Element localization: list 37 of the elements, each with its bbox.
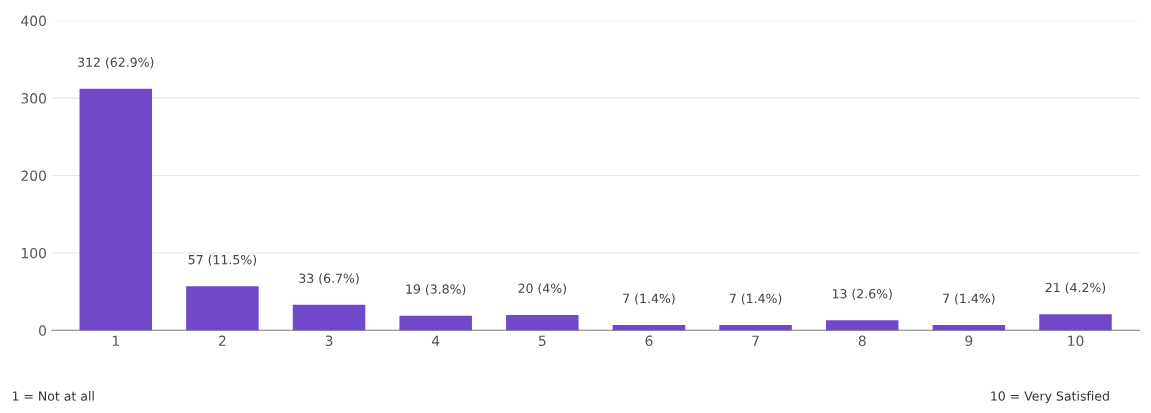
y-tick-label: 0	[39, 325, 47, 336]
x-tick-label: 1	[112, 335, 119, 346]
x-tick-label: 3	[325, 335, 333, 347]
x-tick-label: 7	[752, 335, 759, 346]
bar	[186, 286, 259, 331]
x-tick-label: 9	[965, 335, 973, 347]
data-label: 312 (62.9%)	[78, 57, 154, 69]
bar	[79, 88, 153, 331]
x-tick-label: 8	[858, 335, 866, 347]
data-label: 19 (3.8%)	[406, 284, 466, 296]
data-label: 21 (4.2%)	[1045, 282, 1106, 294]
data-label: 20 (4%)	[518, 283, 566, 295]
text: 10 = Very Satisfied	[991, 391, 1109, 404]
y-tick-label: 300	[21, 93, 47, 104]
x-tick-label: 2	[219, 335, 226, 346]
bar	[399, 315, 472, 331]
x-tick-label: 10	[1068, 335, 1084, 347]
data-label: 7 (1.4%)	[623, 293, 675, 305]
data-label: 13 (2.6%)	[832, 288, 892, 300]
x-tick-label: 4	[431, 335, 440, 346]
bar	[292, 304, 366, 331]
bar	[719, 324, 792, 331]
y-tick-label: 200	[21, 170, 47, 181]
bar	[506, 314, 579, 331]
bar	[1039, 314, 1112, 331]
data-label: 33 (6.7%)	[299, 273, 359, 285]
bar	[825, 320, 899, 331]
data-label: 7 (1.4%)	[729, 293, 782, 305]
data-label: 7 (1.4%)	[943, 293, 995, 305]
data-label: 57 (11.5%)	[188, 254, 257, 266]
bar	[612, 324, 686, 331]
x-tick-label: 6	[645, 335, 653, 347]
y-tick-label: 400	[21, 15, 47, 27]
x-tick-label: 5	[538, 335, 546, 347]
y-tick-label: 100	[21, 247, 47, 259]
bar	[932, 324, 1006, 331]
text: 1 = Not at all	[12, 391, 94, 401]
